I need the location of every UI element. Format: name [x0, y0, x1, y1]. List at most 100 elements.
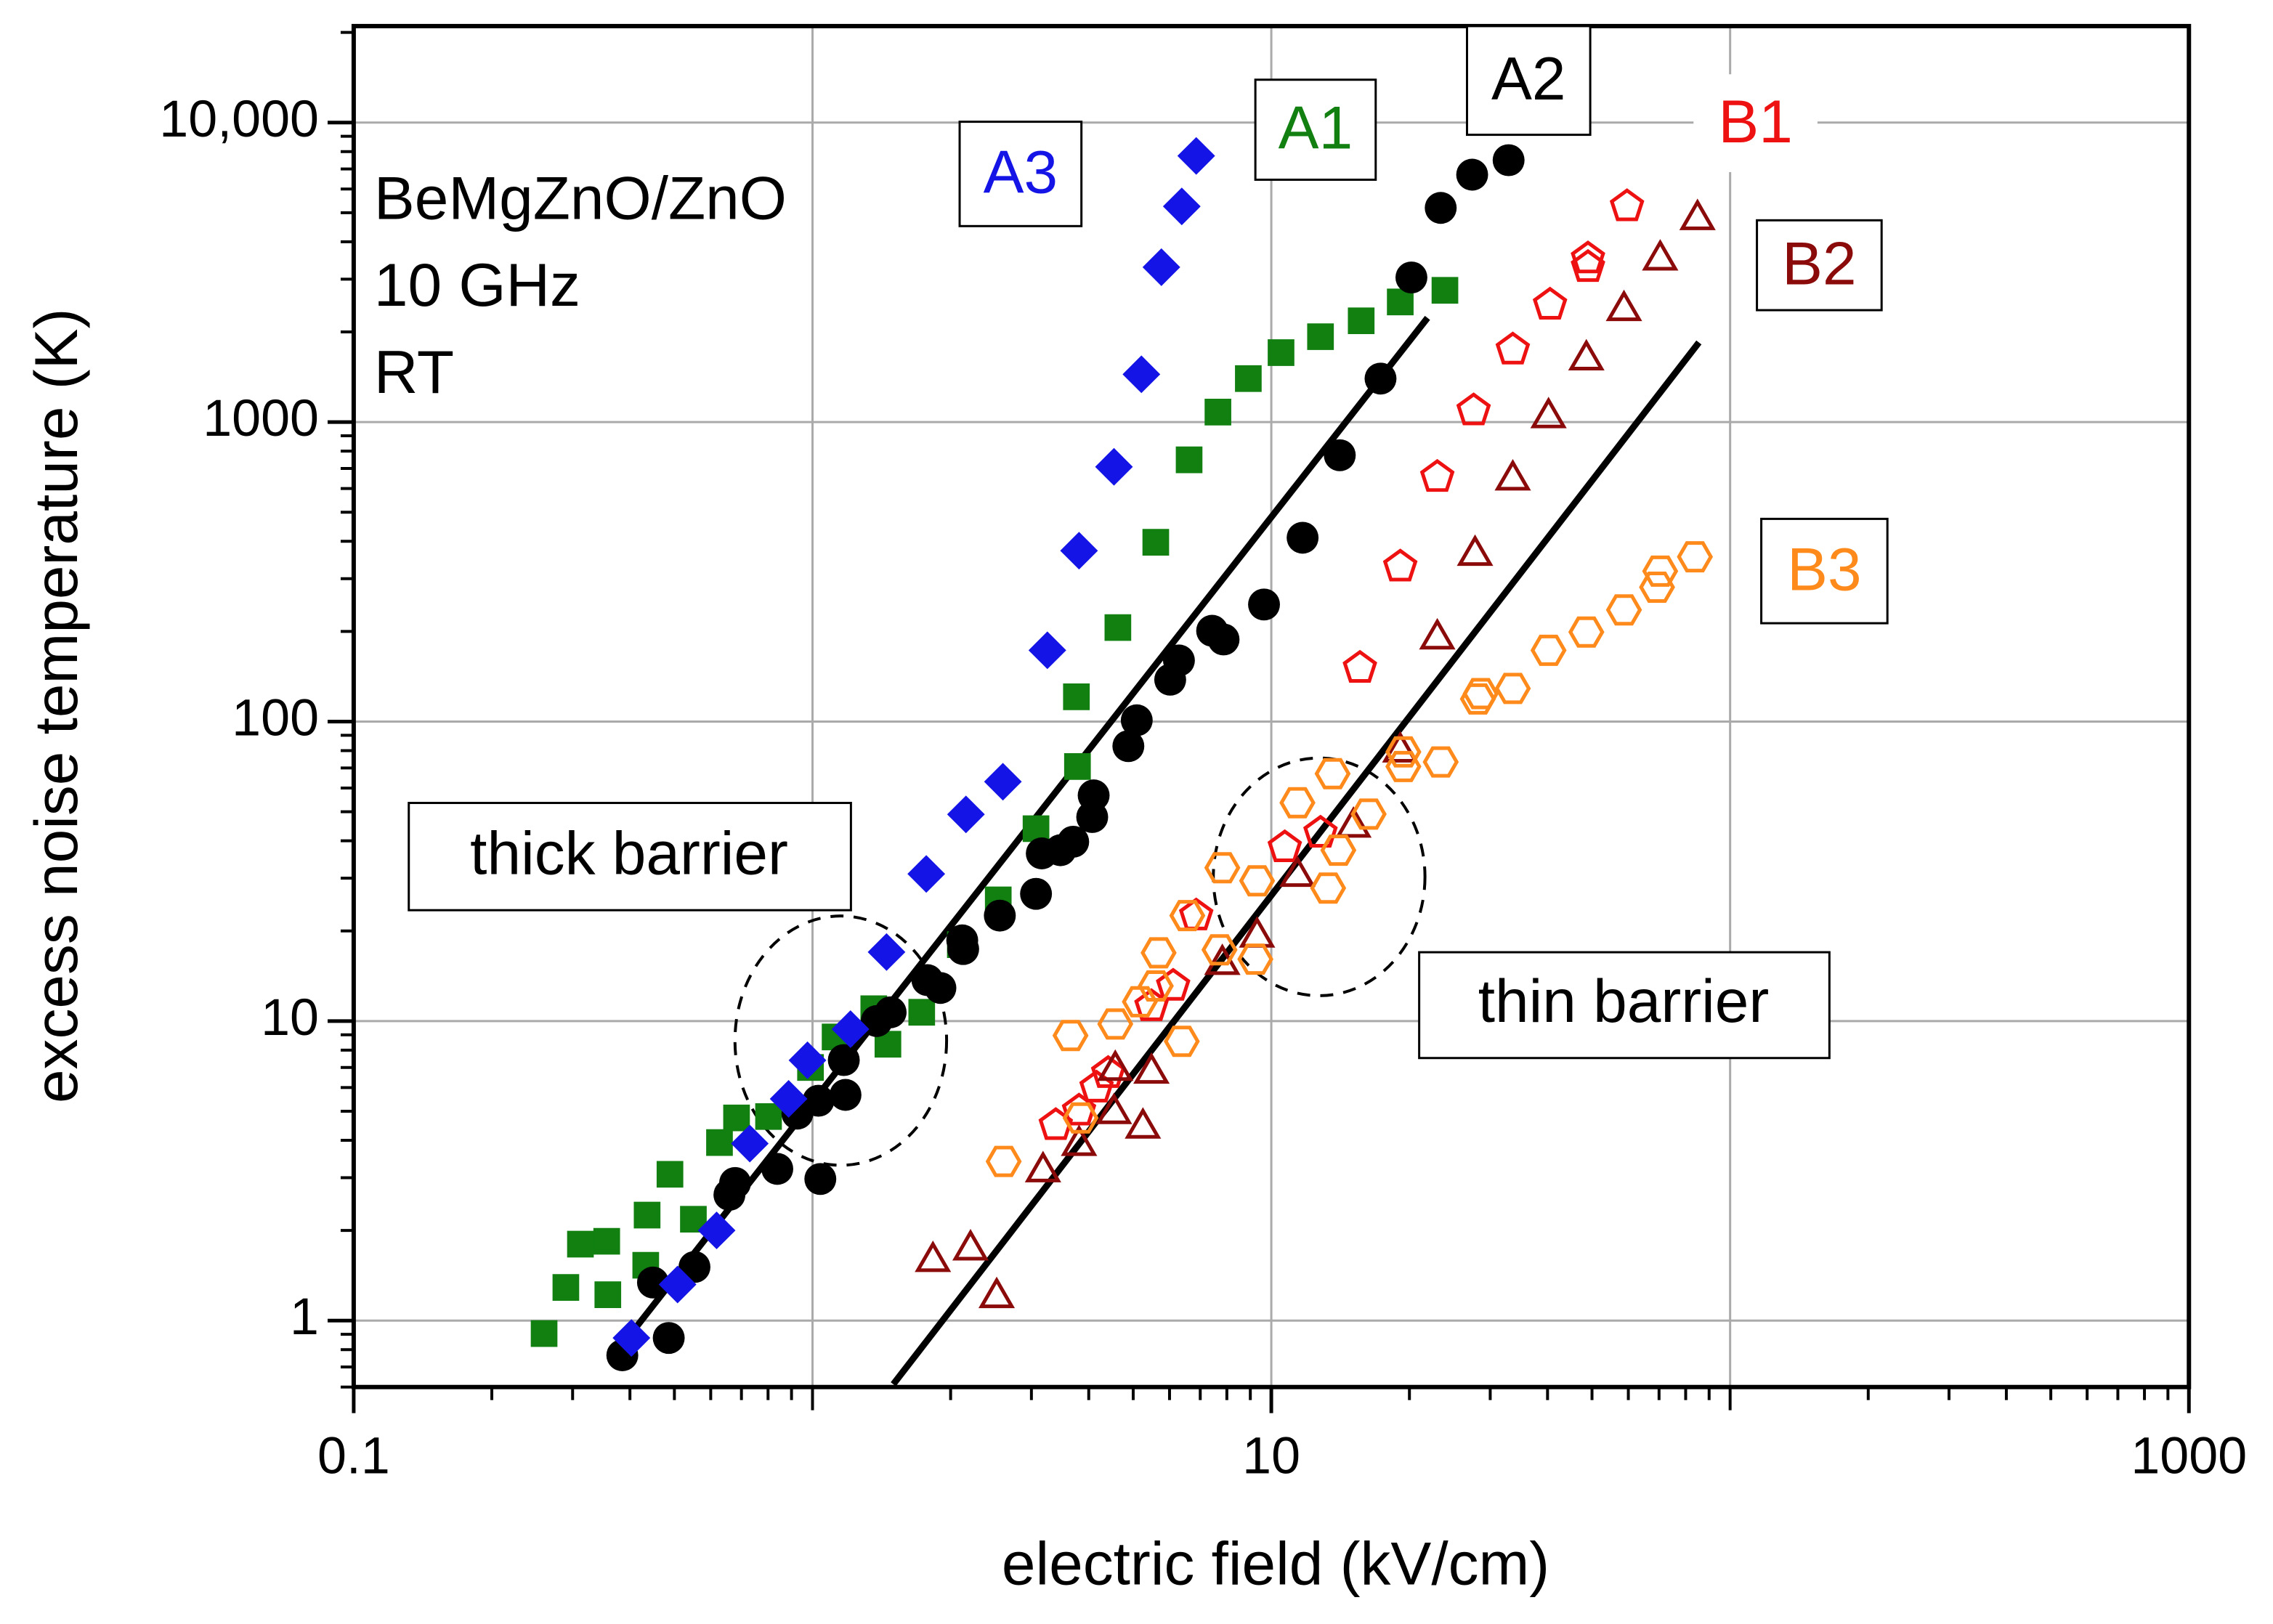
x-axis-label: electric field (kV/cm): [1002, 1529, 1549, 1597]
marker: [1642, 239, 1679, 271]
marker: [755, 1103, 782, 1130]
legend-label: A2: [1491, 44, 1566, 113]
marker: [1568, 338, 1605, 371]
marker: [1385, 736, 1422, 768]
marker: [1175, 446, 1203, 474]
marker: [612, 1319, 651, 1357]
y-tick-label: 1000: [203, 389, 319, 447]
legend-label: A3: [984, 138, 1058, 206]
x-tick-label: 10: [1242, 1426, 1300, 1485]
annotation: BeMgZnO/ZnO: [374, 164, 787, 232]
marker: [1494, 673, 1531, 705]
marker: [1605, 289, 1642, 322]
legend-box: [1756, 219, 1883, 312]
marker: [984, 763, 1022, 801]
marker: [593, 1227, 620, 1255]
annotation: thick barrier: [470, 819, 788, 887]
marker: [1320, 835, 1357, 866]
plot-frame: [351, 23, 2192, 1389]
legend-label: A1: [1279, 94, 1353, 162]
marker: [1237, 943, 1273, 975]
y-tick-label: 10,000: [159, 90, 319, 148]
marker: [1177, 137, 1215, 175]
marker: [1248, 588, 1280, 621]
legend-label: B3: [1787, 535, 1862, 603]
legend: A1 A2 A3 B1 B2 B3: [958, 25, 1889, 625]
marker: [552, 1274, 580, 1301]
marker: [723, 1104, 750, 1132]
legend-label: B1: [1718, 87, 1792, 155]
marker: [1140, 937, 1177, 969]
notes: BeMgZnO/ZnO 10 GHz RT thick barrier thin…: [374, 164, 1831, 1060]
marker: [907, 855, 946, 893]
marker: [1095, 1092, 1133, 1124]
x-tick-label: 1000: [2131, 1426, 2247, 1485]
marker: [1077, 779, 1110, 812]
marker: [636, 1266, 669, 1299]
marker: [1028, 631, 1066, 670]
marker: [1494, 458, 1531, 491]
marker: [1456, 158, 1488, 191]
marker: [1122, 986, 1158, 1018]
marker: [1079, 1069, 1114, 1103]
marker: [1120, 704, 1153, 736]
marker: [1639, 571, 1675, 603]
marker: [1169, 900, 1206, 932]
marker: [1104, 614, 1132, 641]
marker: [924, 972, 957, 1004]
marker: [1097, 1049, 1134, 1081]
marker: [680, 1206, 707, 1233]
marker: [1204, 399, 1231, 426]
marker: [1348, 307, 1375, 335]
marker: [1530, 634, 1567, 666]
y-axis-label: excess noise temperature (K): [22, 309, 90, 1103]
marker: [1112, 730, 1145, 763]
marker: [1456, 534, 1494, 567]
marker: [1138, 970, 1174, 1002]
marker: [1125, 1107, 1162, 1139]
marker: [1530, 397, 1567, 429]
legend-box: [1254, 78, 1377, 181]
marker: [875, 996, 907, 1028]
marker: [1287, 521, 1319, 554]
marker: [1679, 198, 1716, 230]
marker: [1364, 362, 1397, 395]
marks: [530, 137, 1716, 1387]
y-tick-label: 100: [232, 689, 319, 747]
marker: [718, 1166, 751, 1199]
marker: [1307, 323, 1334, 350]
marker: [804, 1163, 837, 1195]
marker: [706, 1129, 733, 1156]
marker: [1279, 855, 1316, 888]
marker: [985, 1145, 1022, 1177]
marker: [530, 1320, 558, 1347]
marker: [1052, 1020, 1089, 1052]
marker: [1571, 240, 1605, 274]
marker: [831, 1010, 870, 1048]
marker: [1095, 447, 1133, 486]
marker: [1459, 683, 1496, 715]
marker: [1063, 753, 1091, 780]
marker: [1568, 616, 1605, 648]
marker: [633, 1201, 661, 1229]
marker: [1024, 1150, 1061, 1182]
legend-box: [1760, 517, 1889, 625]
y-tick-label: 10: [261, 988, 319, 1047]
marker: [1090, 1055, 1126, 1088]
marker: [769, 1080, 808, 1118]
marker: [1204, 852, 1241, 884]
legend-box: [958, 121, 1083, 227]
annotation: 10 GHz: [374, 251, 580, 319]
marker: [761, 1153, 793, 1185]
annotation-box: [408, 802, 852, 912]
marker: [1022, 815, 1050, 843]
marker: [915, 1241, 952, 1272]
marker: [952, 1229, 989, 1261]
marker: [1677, 541, 1714, 573]
marker: [1133, 1052, 1170, 1084]
marker: [1020, 877, 1053, 910]
marker: [656, 1161, 684, 1188]
marker: [1156, 967, 1191, 1001]
